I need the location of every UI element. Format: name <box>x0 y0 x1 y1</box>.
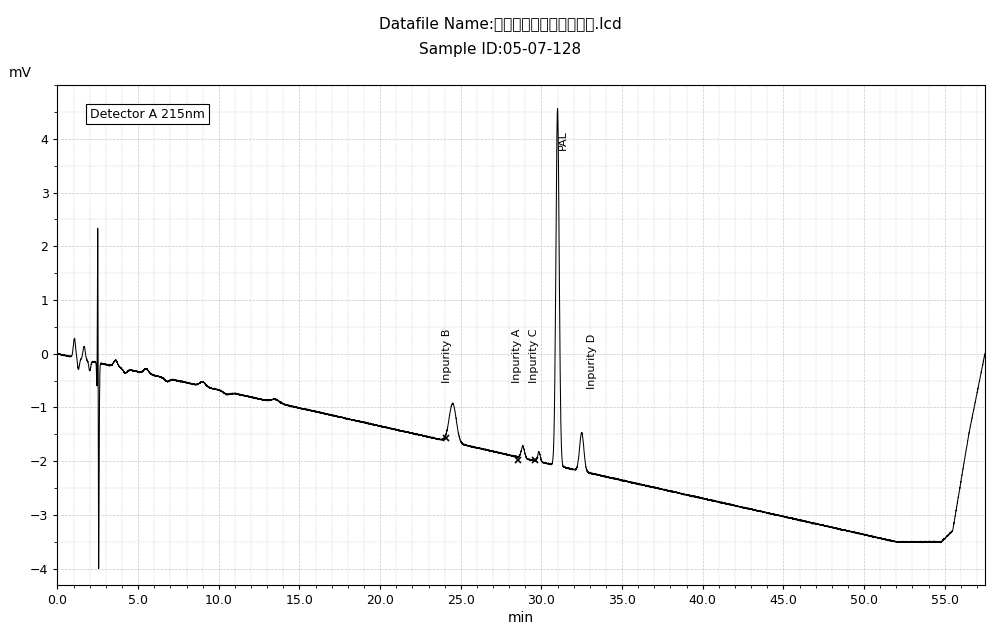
Text: Inpurity D: Inpurity D <box>587 333 597 388</box>
Text: Inpurity A: Inpurity A <box>512 329 522 383</box>
Text: Inpurity C: Inpurity C <box>529 329 539 383</box>
Text: PAL: PAL <box>558 130 568 150</box>
Text: Sample ID:05-07-128: Sample ID:05-07-128 <box>419 42 581 56</box>
Text: Datafile Name:盐酸帕洛诺司琼混合溶液.lcd: Datafile Name:盐酸帕洛诺司琼混合溶液.lcd <box>379 16 621 31</box>
X-axis label: min: min <box>508 611 534 625</box>
Text: Inpurity B: Inpurity B <box>442 329 452 383</box>
Text: Detector A 215nm: Detector A 215nm <box>90 108 205 120</box>
Y-axis label: mV: mV <box>9 66 32 80</box>
